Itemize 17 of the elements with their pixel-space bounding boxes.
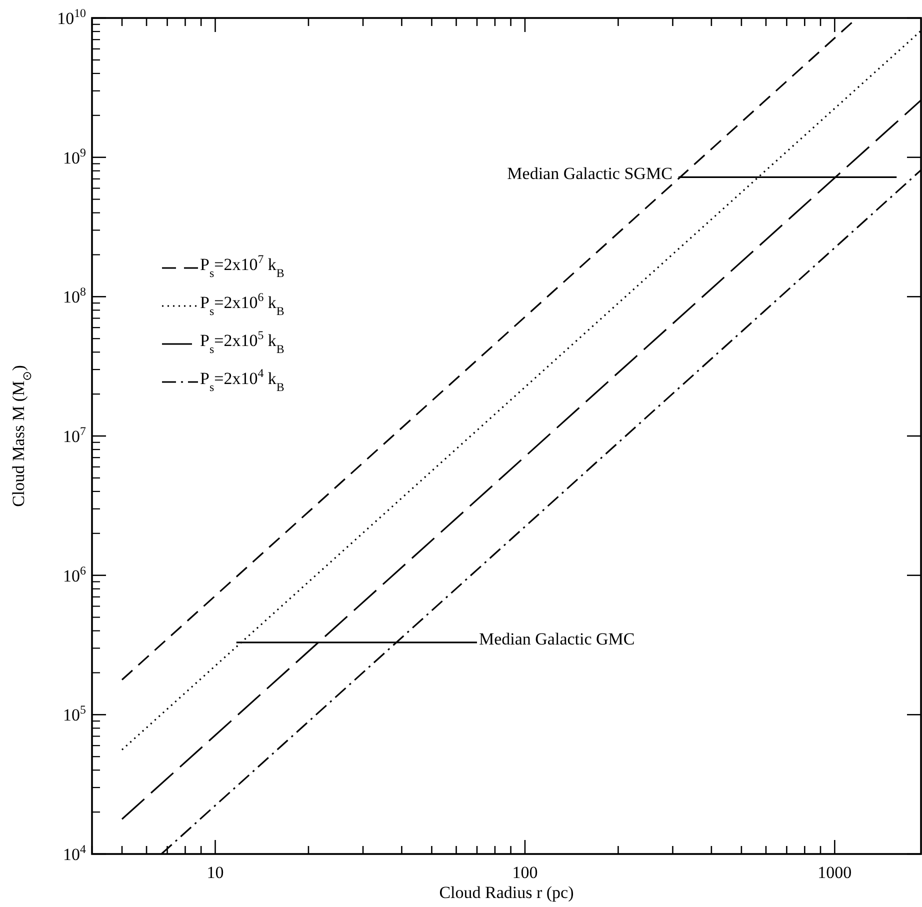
legend-label: P$_{s}$=2x10$^{7}$ k$_{B}$ xyxy=(200,252,284,280)
y-tick-label: 10$^{8}$ xyxy=(63,284,86,307)
x-axis-title: Cloud Radius r (pc) xyxy=(439,883,574,902)
x-tick-label: 10 xyxy=(206,863,224,882)
annotation: Median Galactic SGMC xyxy=(507,164,672,184)
legend-label: P$_{s}$=2x10$^{6}$ k$_{B}$ xyxy=(200,290,284,318)
y-tick-label: 10$^{9}$ xyxy=(63,145,86,168)
legend-label: P$_{s}$=2x10$^{5}$ k$_{B}$ xyxy=(200,328,284,356)
y-tick-label: 10$^{10}$ xyxy=(57,6,86,28)
annotation: Median Galactic GMC xyxy=(478,629,635,648)
y-tick-label: 10$^{5}$ xyxy=(63,702,86,725)
y-tick-label: 10$^{6}$ xyxy=(63,563,86,586)
y-tick-label: 10$^{7}$ xyxy=(63,424,86,446)
legend-label: P$_{s}$=2x10$^{4}$ k$_{B}$ xyxy=(200,366,284,394)
y-tick-label: 10$^{4}$ xyxy=(63,842,86,864)
x-tick-label: 100 xyxy=(512,863,538,882)
x-tick-label: 1000 xyxy=(818,863,852,882)
